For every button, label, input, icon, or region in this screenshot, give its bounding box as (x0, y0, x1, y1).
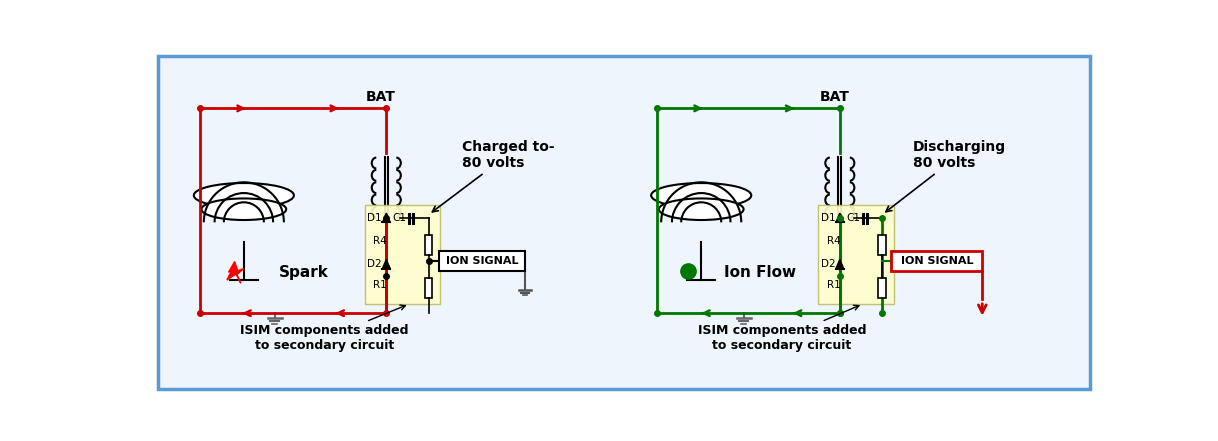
Ellipse shape (194, 183, 294, 208)
Ellipse shape (659, 198, 743, 220)
Polygon shape (836, 213, 844, 222)
Bar (425, 278, 432, 298)
Bar (878, 235, 885, 255)
Bar (438, 251, 525, 271)
Polygon shape (382, 213, 390, 222)
Text: D2: D2 (367, 259, 381, 269)
Text: D1: D1 (821, 213, 836, 223)
Polygon shape (836, 259, 844, 269)
Text: Charged to-
80 volts: Charged to- 80 volts (432, 140, 554, 212)
Text: BAT: BAT (365, 90, 396, 104)
Bar (425, 235, 432, 255)
Text: D2: D2 (821, 259, 836, 269)
Text: C1: C1 (392, 213, 407, 223)
Ellipse shape (652, 183, 752, 208)
Text: R4: R4 (373, 236, 387, 246)
Bar (878, 278, 885, 298)
Bar (818, 206, 894, 304)
Ellipse shape (201, 198, 286, 220)
Text: R1: R1 (827, 280, 840, 290)
Bar (892, 251, 982, 271)
Text: Discharging
80 volts: Discharging 80 volts (885, 140, 1006, 212)
FancyBboxPatch shape (158, 56, 1090, 389)
Polygon shape (382, 259, 390, 269)
Text: R4: R4 (827, 236, 840, 246)
Text: C1: C1 (847, 213, 860, 223)
Text: D1: D1 (367, 213, 381, 223)
Text: ISIM components added
to secondary circuit: ISIM components added to secondary circu… (698, 305, 866, 352)
Text: ISIM components added
to secondary circuit: ISIM components added to secondary circu… (240, 305, 409, 352)
Polygon shape (227, 262, 244, 283)
Text: BAT: BAT (820, 90, 849, 104)
Text: R1: R1 (373, 280, 387, 290)
Text: ION SIGNAL: ION SIGNAL (900, 256, 973, 266)
Text: ION SIGNAL: ION SIGNAL (446, 256, 518, 266)
Text: Ion Flow: Ion Flow (725, 265, 797, 280)
Bar (364, 206, 440, 304)
Text: Spark: Spark (279, 265, 329, 280)
